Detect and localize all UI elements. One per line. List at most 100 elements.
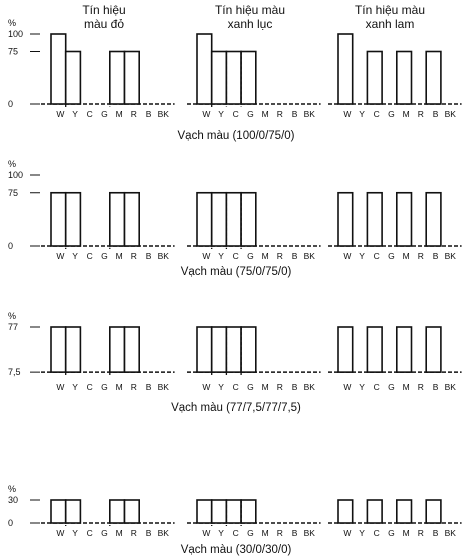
category-label: C — [233, 528, 239, 538]
y-tick-label: 100 — [8, 29, 23, 39]
percent-label: % — [8, 159, 16, 169]
category-label: Y — [72, 251, 78, 261]
category-label: M — [116, 109, 123, 119]
category-label: M — [262, 109, 269, 119]
category-label: B — [433, 109, 439, 119]
category-label: BK — [158, 382, 170, 392]
bar — [50, 191, 67, 247]
category-label: M — [116, 251, 123, 261]
bar — [337, 33, 354, 105]
category-label: Y — [359, 382, 365, 392]
bar — [123, 50, 140, 105]
y-tick-label: 75 — [8, 47, 18, 57]
header-blue-signal: Tín hiệu màu xanh lam — [330, 3, 450, 31]
category-label: G — [247, 528, 254, 538]
category-label: B — [433, 251, 439, 261]
category-label: W — [343, 528, 351, 538]
panel-red: W Y C G M R B BK — [41, 326, 175, 392]
category-label: W — [56, 528, 64, 538]
header-green-line1: Tín hiệu màu — [214, 3, 286, 17]
category-label: G — [247, 382, 254, 392]
bar — [50, 499, 67, 524]
category-label: B — [146, 109, 152, 119]
category-label: B — [292, 109, 298, 119]
bar — [50, 326, 67, 373]
panel-blue: W Y C G M R B BK — [328, 191, 462, 261]
category-label: G — [247, 109, 254, 119]
bar — [109, 50, 126, 105]
bar — [337, 326, 354, 373]
header-blue-line2: xanh lam — [365, 17, 415, 31]
y-tick-label: 75 — [8, 188, 18, 198]
bar — [196, 191, 213, 247]
category-label: G — [101, 382, 108, 392]
panel-blue: W Y C G M R B BK — [328, 499, 462, 538]
category-label: Y — [218, 528, 224, 538]
header-red-line1: Tín hiệu — [82, 3, 126, 17]
category-label: BK — [304, 528, 316, 538]
bar — [210, 50, 228, 105]
category-label: R — [277, 109, 283, 119]
category-label: G — [388, 528, 395, 538]
category-label: W — [202, 109, 210, 119]
y-tick-label: 77 — [8, 322, 18, 332]
bar — [240, 499, 257, 524]
category-label: M — [403, 251, 410, 261]
category-label: M — [262, 528, 269, 538]
category-label: C — [374, 251, 380, 261]
header-red-signal: Tín hiệu màu đỏ — [44, 3, 164, 31]
bar — [225, 191, 242, 247]
category-label: R — [418, 528, 424, 538]
category-label: W — [343, 251, 351, 261]
category-label: Y — [359, 251, 365, 261]
bar — [366, 499, 383, 524]
category-label: M — [403, 382, 410, 392]
bar — [123, 326, 140, 373]
panel-green: W Y C G M R B BK — [187, 191, 321, 261]
category-label: G — [388, 251, 395, 261]
panel-green: W Y C G M R B BK — [187, 499, 321, 538]
y-tick-label: 100 — [8, 170, 23, 180]
bar — [123, 191, 140, 247]
category-label: M — [403, 109, 410, 119]
row-caption: Vạch màu (75/0/75/0) — [181, 266, 292, 278]
bar — [366, 50, 383, 105]
bar — [225, 326, 242, 373]
category-label: C — [374, 382, 380, 392]
category-label: R — [418, 109, 424, 119]
category-label: Y — [218, 251, 224, 261]
category-label: B — [146, 251, 152, 261]
category-label: G — [101, 528, 108, 538]
panel-red: W Y C G M R B BK — [41, 191, 175, 261]
category-label: Y — [72, 528, 78, 538]
bar — [64, 499, 82, 524]
y-tick-label: 0 — [8, 518, 13, 528]
category-label: W — [56, 109, 64, 119]
category-label: B — [433, 382, 439, 392]
panel-green: W Y C G M R B BK — [187, 33, 321, 119]
bar — [395, 499, 413, 524]
category-label: W — [202, 528, 210, 538]
percent-label: % — [8, 311, 16, 321]
category-label: W — [56, 382, 64, 392]
category-label: G — [388, 109, 395, 119]
row-caption: Vạch màu (30/0/30/0) — [181, 544, 292, 556]
category-label: M — [116, 382, 123, 392]
category-label: B — [292, 528, 298, 538]
bar — [196, 326, 213, 373]
bar — [225, 499, 242, 524]
bar — [425, 326, 442, 373]
category-label: C — [233, 382, 239, 392]
category-label: C — [87, 528, 93, 538]
category-label: Y — [72, 109, 78, 119]
category-label: BK — [445, 251, 457, 261]
bar — [425, 499, 442, 524]
bar — [225, 50, 242, 105]
category-label: BK — [158, 251, 170, 261]
y-tick-label: 0 — [8, 241, 13, 251]
